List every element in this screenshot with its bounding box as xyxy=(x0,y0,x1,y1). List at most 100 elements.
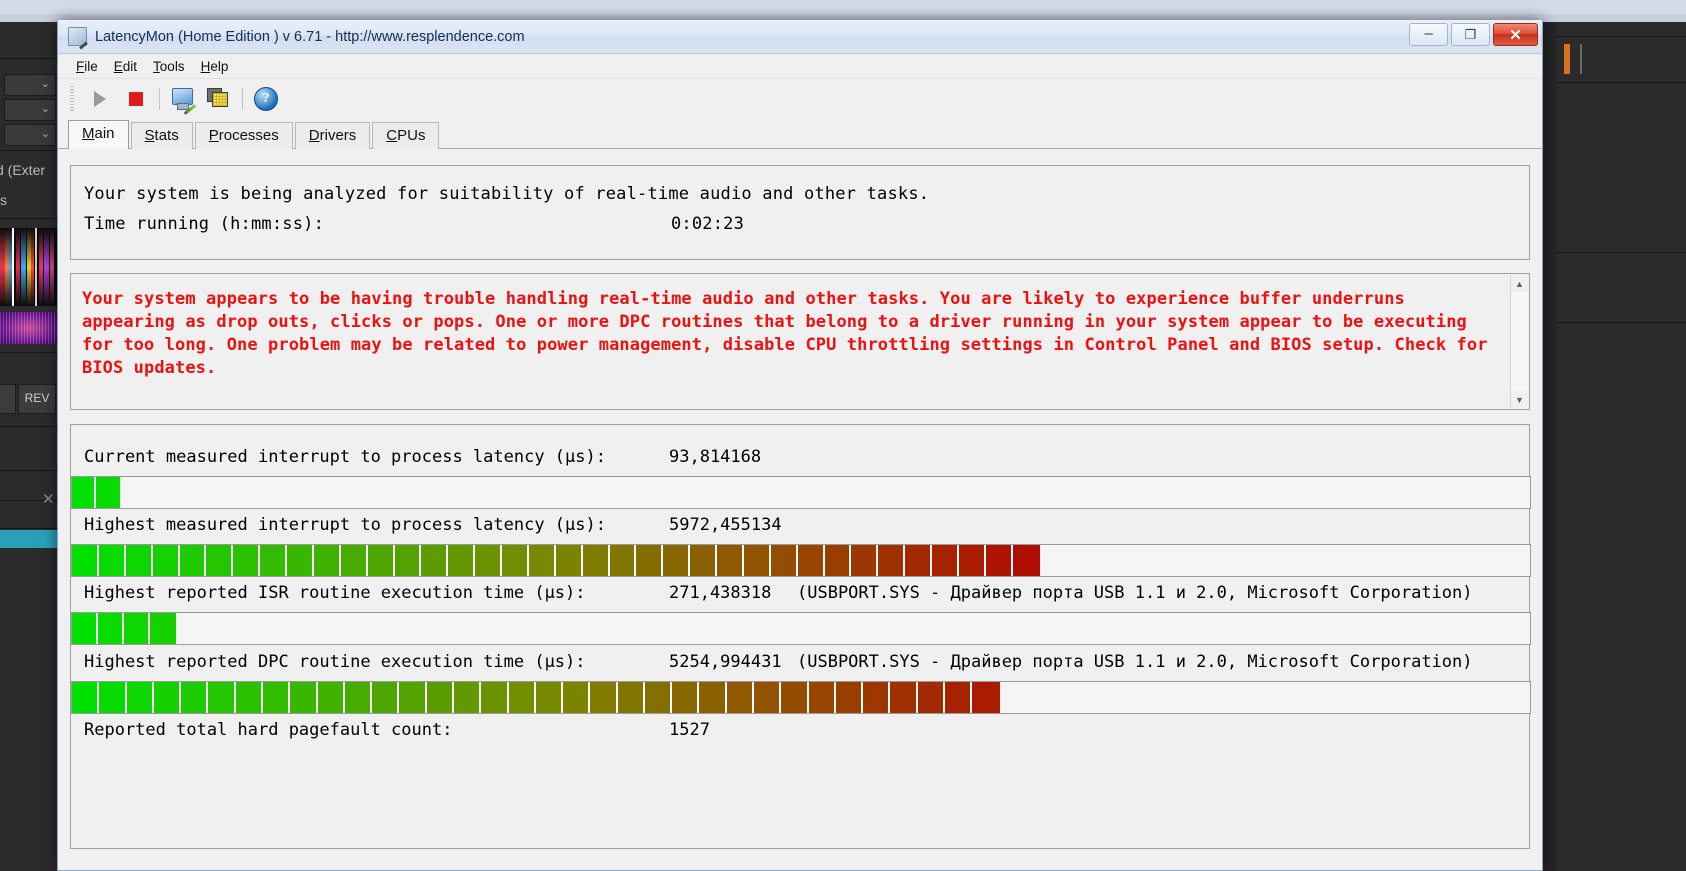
metric-label: Highest measured interrupt to process la… xyxy=(84,515,606,535)
start-button[interactable] xyxy=(82,83,118,115)
meter-segment xyxy=(125,545,153,576)
metric-label: Current measured interrupt to process la… xyxy=(84,447,606,467)
question-circle-icon: ? xyxy=(254,87,278,111)
pagefault-label: Reported total hard pagefault count: xyxy=(84,720,453,740)
close-button[interactable]: ✕ xyxy=(1493,23,1538,46)
chevron-down-icon: ⌄ xyxy=(40,103,50,115)
daw-combo-2[interactable]: ⌄ xyxy=(4,99,56,121)
meter-segment xyxy=(179,545,207,576)
daw-orange-indicator xyxy=(1564,44,1570,74)
menu-edit-rest: dit xyxy=(122,58,138,74)
analyze-button[interactable] xyxy=(165,83,201,115)
tab-main[interactable]: Main xyxy=(68,120,129,149)
latencymon-window: LatencyMon (Home Edition ) v 6.71 - http… xyxy=(57,20,1543,871)
meter-segment xyxy=(260,545,287,576)
meter-segment xyxy=(644,682,673,713)
meter-segment xyxy=(152,545,180,576)
meter-fill xyxy=(72,682,1000,713)
daw-top-strip-light xyxy=(0,0,1686,14)
meter-segment xyxy=(421,545,449,576)
meter-segment xyxy=(126,682,154,713)
meter-segment xyxy=(96,477,120,508)
meter-segment xyxy=(835,682,864,713)
minimize-icon: – xyxy=(1424,25,1433,42)
meter-segment xyxy=(290,682,318,713)
help-button[interactable]: ? xyxy=(248,83,284,115)
menu-file-rest: ile xyxy=(84,58,98,74)
latencymon-app-icon xyxy=(68,27,87,46)
meter-segment xyxy=(555,545,583,576)
meter-segment xyxy=(797,545,825,576)
tab-processes[interactable]: Processes xyxy=(194,122,293,149)
pagefault-value: 1527 xyxy=(669,720,710,740)
meter-segment xyxy=(905,545,932,576)
meter-segment xyxy=(726,682,755,713)
meter-isr xyxy=(71,612,1531,645)
scroll-down-icon[interactable]: ▼ xyxy=(1511,391,1528,408)
meter-segment xyxy=(72,613,98,644)
meter-segment xyxy=(663,545,691,576)
chevron-down-icon: ⌄ xyxy=(40,78,50,90)
menu-edit[interactable]: Edit xyxy=(113,58,138,74)
toolbar: ? xyxy=(58,79,1542,119)
daw-button-partial[interactable] xyxy=(0,384,16,414)
menu-tools[interactable]: Tools xyxy=(153,58,185,74)
daw-button-rev[interactable]: REV xyxy=(18,384,56,414)
meter-segment xyxy=(535,682,564,713)
scrollbar-track[interactable] xyxy=(1511,292,1528,391)
daw-waveform-display xyxy=(0,228,57,306)
meter-segment xyxy=(181,682,209,713)
meter-segment xyxy=(98,545,126,576)
meter-segment xyxy=(150,613,176,644)
meter-segment xyxy=(124,613,150,644)
window-controls: – ❐ ✕ xyxy=(1409,23,1538,46)
minimize-button[interactable]: – xyxy=(1409,23,1448,46)
daw-selected-track[interactable] xyxy=(0,530,57,548)
chevron-down-icon: ⌄ xyxy=(40,128,50,140)
menu-file[interactable]: File xyxy=(76,58,98,74)
toolbar-grip[interactable] xyxy=(70,86,74,112)
time-running-label: Time running (h:mm:ss): xyxy=(84,214,325,234)
meter-segment xyxy=(945,682,973,713)
meter-segment xyxy=(72,545,99,576)
meter-segment xyxy=(528,545,556,576)
meter-segment xyxy=(262,682,291,713)
daw-right-panel xyxy=(1556,22,1686,871)
meter-segment xyxy=(582,545,610,576)
daw-combo-3[interactable]: ⌄ xyxy=(4,124,56,146)
meter-fill xyxy=(72,613,176,644)
scroll-up-icon[interactable]: ▲ xyxy=(1511,275,1528,292)
meter-segment xyxy=(590,682,618,713)
metric-value: 5972,455134 xyxy=(669,515,782,535)
tab-cpus[interactable]: CPUs xyxy=(372,122,440,149)
meter-segment xyxy=(878,545,906,576)
window-titlebar[interactable]: LatencyMon (Home Edition ) v 6.71 - http… xyxy=(58,20,1542,54)
close-icon[interactable]: ✕ xyxy=(42,491,55,508)
menu-help-rest: elp xyxy=(210,58,229,74)
meter-segment xyxy=(344,682,373,713)
meter-segment xyxy=(917,682,945,713)
meter-fill xyxy=(72,545,1040,576)
meter-segment xyxy=(208,682,236,713)
meter-segment xyxy=(340,545,368,576)
metric-driver-info: (USBPORT.SYS - Драйвер порта USB 1.1 и 2… xyxy=(797,583,1473,603)
maximize-button[interactable]: ❐ xyxy=(1451,23,1490,46)
meter-segment xyxy=(851,545,879,576)
meter-segment xyxy=(932,545,959,576)
meter-segment xyxy=(313,545,341,576)
metric-label: Highest reported ISR routine execution t… xyxy=(84,583,586,603)
warning-scrollbar[interactable]: ▲ ▼ xyxy=(1510,275,1528,408)
copy-report-button[interactable] xyxy=(201,83,237,115)
meter-segment xyxy=(453,682,482,713)
tab-stats[interactable]: Stats xyxy=(130,122,193,149)
tab-drivers[interactable]: Drivers xyxy=(294,122,371,149)
stop-button[interactable] xyxy=(118,83,154,115)
meter-segment xyxy=(317,682,345,713)
meter-segment xyxy=(770,545,798,576)
meter-segment xyxy=(426,682,454,713)
meter-segment xyxy=(206,545,234,576)
daw-combo-1[interactable]: ⌄ xyxy=(4,74,56,96)
meter-segment xyxy=(448,545,476,576)
menu-help[interactable]: Help xyxy=(200,58,229,74)
meter-segment xyxy=(72,682,100,713)
